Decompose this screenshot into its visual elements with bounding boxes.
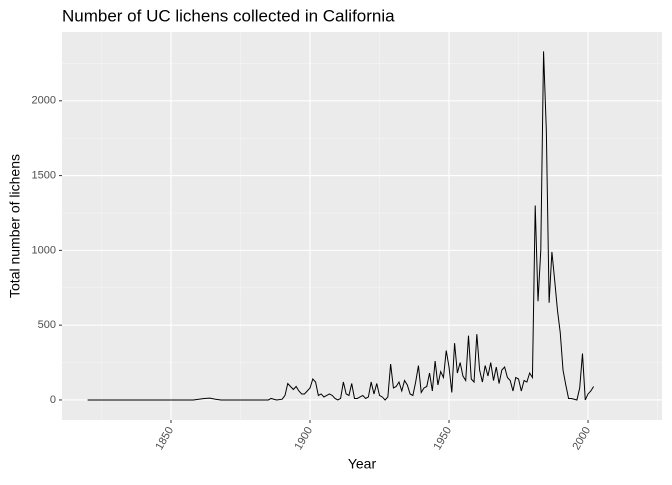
y-axis-label: Total number of lichens xyxy=(7,154,23,298)
chart-title: Number of UC lichens collected in Califo… xyxy=(62,6,395,25)
data-line xyxy=(87,51,595,401)
y-tick-label: 0 xyxy=(50,394,56,406)
x-tick-label: 1950 xyxy=(432,425,455,452)
y-tick-label: 1000 xyxy=(32,244,56,256)
y-tick-label: 500 xyxy=(38,319,56,331)
x-tick-label: 2000 xyxy=(571,425,594,452)
x-tick-label: 1900 xyxy=(292,425,315,452)
x-tick-label: 1850 xyxy=(153,425,176,452)
y-tick-label: 1500 xyxy=(32,169,56,181)
y-tick-label: 2000 xyxy=(32,95,56,107)
panel xyxy=(62,32,662,420)
x-axis-label: Year xyxy=(348,456,377,472)
